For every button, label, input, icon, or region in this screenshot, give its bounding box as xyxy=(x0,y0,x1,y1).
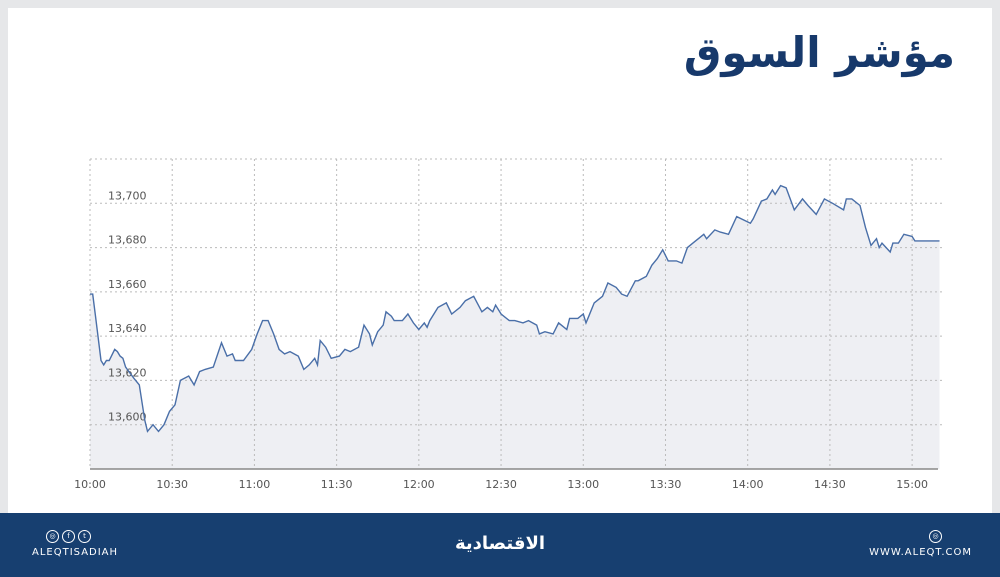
market-index-chart: 13,600 13,620 13,640 13,660 13,680 13,700 10:0… xyxy=(74,158,945,491)
x-tick-label: 11:00 xyxy=(239,478,271,491)
y-tick-label: 13,620 xyxy=(108,366,147,379)
facebook-icon[interactable]: f xyxy=(62,530,75,543)
y-tick-label: 13,660 xyxy=(108,278,147,291)
footer: ◎ f t ALEQTISADIAH الاقتصادية ◎ WWW.ALEQ… xyxy=(0,513,1000,577)
social-icons: ◎ f t xyxy=(46,530,91,543)
x-tick-label: 13:30 xyxy=(650,478,682,491)
web-icon: ◎ xyxy=(929,530,942,543)
area-fill xyxy=(90,185,940,469)
x-tick-label: 12:30 xyxy=(485,478,517,491)
x-tick-label: 14:00 xyxy=(732,478,764,491)
social-handle: ALEQTISADIAH xyxy=(32,547,119,558)
y-tick-label: 13,700 xyxy=(108,189,147,202)
page-title: مؤشر السوق xyxy=(683,28,955,77)
x-tick-label: 15:00 xyxy=(896,478,928,491)
x-tick-label: 11:30 xyxy=(321,478,353,491)
y-tick-label: 13,600 xyxy=(108,411,147,424)
y-tick-label: 13,640 xyxy=(108,322,147,335)
x-tick-label: 13:00 xyxy=(567,478,599,491)
x-tick-label: 14:30 xyxy=(814,478,846,491)
x-tick-label: 12:00 xyxy=(403,478,435,491)
brand-logo: الاقتصادية xyxy=(454,533,546,554)
x-tick-label: 10:30 xyxy=(156,478,188,491)
x-tick-label: 10:00 xyxy=(74,478,106,491)
website-link[interactable]: WWW.ALEQT.COM xyxy=(869,547,972,558)
y-tick-label: 13,680 xyxy=(108,234,147,247)
instagram-icon[interactable]: ◎ xyxy=(46,530,59,543)
twitter-icon[interactable]: t xyxy=(78,530,91,543)
